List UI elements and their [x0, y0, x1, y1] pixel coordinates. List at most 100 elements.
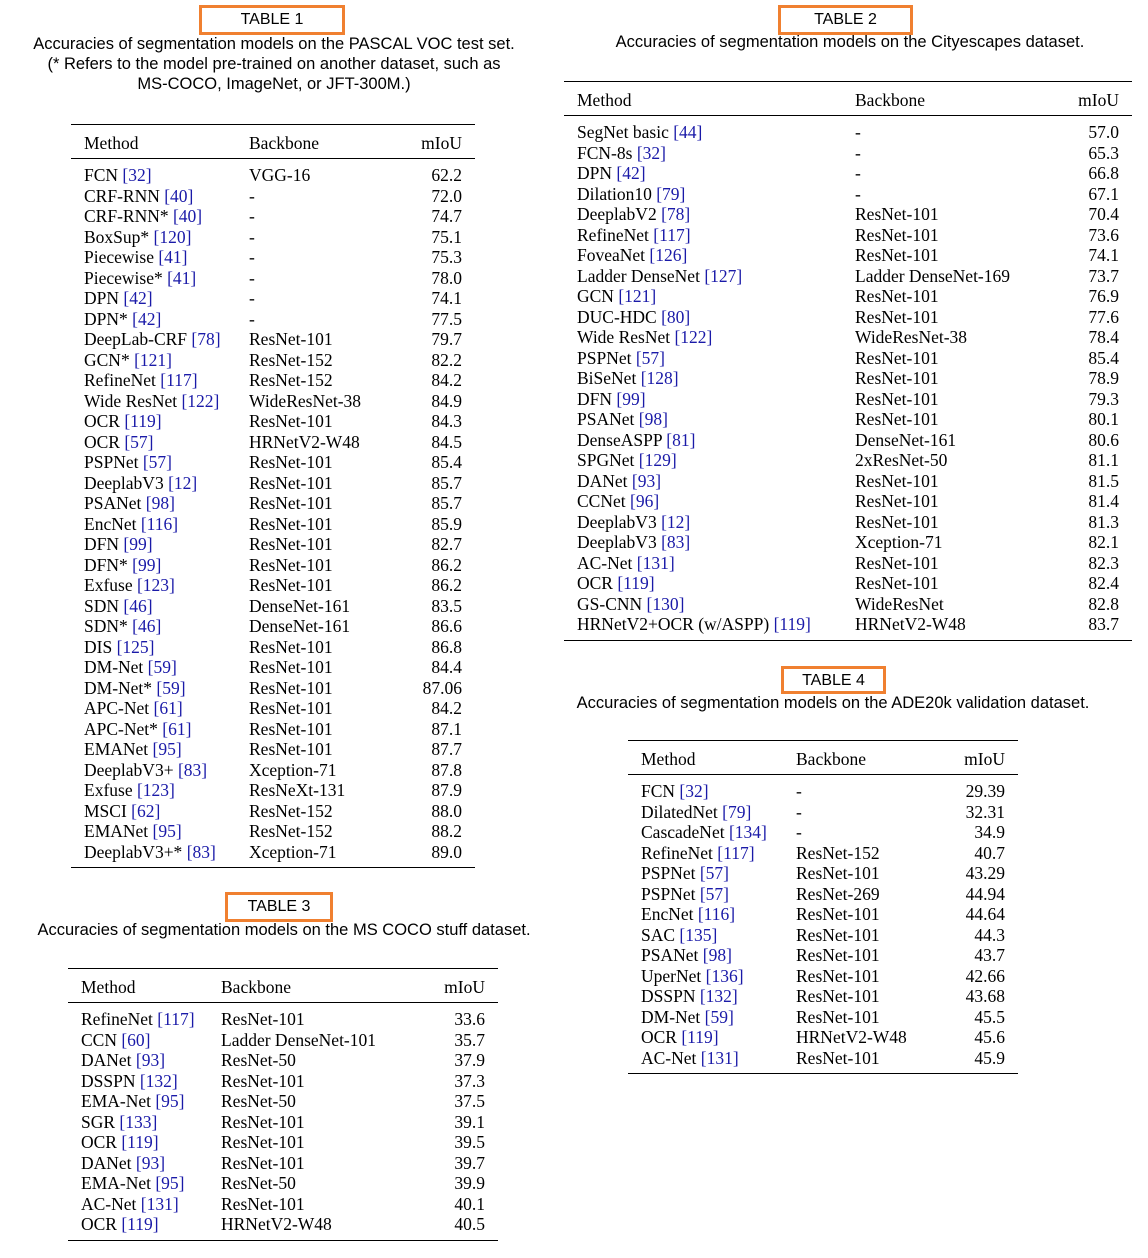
- citation-link[interactable]: [41]: [167, 267, 197, 288]
- citation-link[interactable]: [123]: [136, 575, 175, 595]
- citation-link[interactable]: [59]: [704, 1006, 734, 1027]
- miou-cell: 87.9: [431, 780, 462, 800]
- citation-link[interactable]: [93]: [135, 1152, 166, 1173]
- citation-link[interactable]: [57]: [124, 431, 154, 452]
- citation-link[interactable]: [119]: [617, 573, 655, 593]
- method-name: CascadeNet: [641, 822, 729, 842]
- citation-link[interactable]: [61]: [153, 698, 183, 718]
- citation-link[interactable]: [127]: [704, 265, 743, 286]
- table-row: Piecewise [41] -75.3: [71, 247, 475, 268]
- citation-link[interactable]: [98]: [145, 493, 175, 513]
- citation-link[interactable]: [32]: [122, 165, 152, 185]
- citation-link[interactable]: [95]: [152, 739, 182, 759]
- citation-link[interactable]: [46]: [123, 595, 153, 616]
- citation-link[interactable]: [135]: [679, 924, 718, 945]
- citation-link[interactable]: [121]: [134, 349, 172, 370]
- citation-link[interactable]: [40]: [172, 206, 203, 226]
- citation-link[interactable]: [134]: [728, 822, 767, 842]
- citation-link[interactable]: [119]: [121, 1214, 159, 1234]
- citation-link[interactable]: [44]: [673, 122, 703, 142]
- citation-link[interactable]: [46]: [132, 616, 162, 636]
- citation-link[interactable]: [125]: [116, 636, 155, 657]
- backbone-cell: ResNet-101: [855, 511, 939, 532]
- citation-link[interactable]: [60]: [121, 1029, 151, 1050]
- citation-link[interactable]: [98]: [638, 409, 668, 429]
- citation-link[interactable]: [130]: [646, 593, 685, 614]
- citation-link[interactable]: [117]: [157, 1009, 195, 1029]
- citation-link[interactable]: [117]: [653, 224, 691, 245]
- citation-link[interactable]: [129]: [638, 450, 677, 470]
- citation-link[interactable]: [57]: [142, 452, 172, 472]
- citation-link[interactable]: [128]: [640, 368, 679, 388]
- citation-link[interactable]: [93]: [135, 1050, 166, 1070]
- citation-link[interactable]: [126]: [649, 245, 688, 265]
- miou-cell: 40.1: [454, 1193, 485, 1214]
- citation-link[interactable]: [81]: [666, 429, 696, 450]
- citation-link[interactable]: [116]: [697, 904, 736, 924]
- citation-link[interactable]: [132]: [699, 986, 738, 1006]
- citation-link[interactable]: [59]: [156, 677, 186, 698]
- citation-link[interactable]: [32]: [636, 142, 666, 163]
- citation-link[interactable]: [79]: [722, 801, 752, 822]
- citation-link[interactable]: [131]: [700, 1047, 739, 1068]
- citation-link[interactable]: [57]: [699, 863, 729, 883]
- citation-link[interactable]: [131]: [636, 552, 675, 573]
- citation-link[interactable]: [57]: [699, 883, 729, 904]
- citation-link[interactable]: [40]: [164, 185, 194, 206]
- citation-link[interactable]: [42]: [123, 288, 153, 308]
- citation-link[interactable]: [122]: [181, 390, 220, 411]
- citation-link[interactable]: [93]: [631, 470, 662, 491]
- citation-link[interactable]: [122]: [674, 327, 713, 347]
- citation-link[interactable]: [119]: [124, 411, 162, 431]
- citation-link[interactable]: [59]: [147, 657, 177, 677]
- citation-link[interactable]: [41]: [158, 247, 188, 267]
- citation-link[interactable]: [83]: [661, 532, 691, 552]
- citation-link[interactable]: [83]: [186, 841, 216, 862]
- backbone-cell: VGG-16: [249, 165, 311, 185]
- citation-link[interactable]: [117]: [160, 370, 198, 390]
- citation-link[interactable]: [121]: [618, 286, 657, 306]
- citation-link[interactable]: [120]: [153, 226, 192, 247]
- citation-link[interactable]: [117]: [717, 842, 755, 863]
- citation-link[interactable]: [99]: [123, 534, 153, 554]
- method-name: AC-Net: [577, 552, 637, 573]
- citation-link[interactable]: [119]: [773, 614, 811, 634]
- miou-cell: 62.2: [431, 165, 462, 185]
- citation-link[interactable]: [42]: [132, 308, 162, 329]
- citation-link[interactable]: [99]: [616, 388, 646, 409]
- citation-link[interactable]: [95]: [152, 821, 182, 841]
- citation-link[interactable]: [123]: [136, 780, 175, 800]
- citation-link[interactable]: [116]: [140, 513, 179, 534]
- citation-link[interactable]: [42]: [616, 163, 646, 183]
- citation-link[interactable]: [133]: [119, 1111, 158, 1132]
- method-cell: DeeplabV3 [12]: [71, 473, 249, 494]
- citation-link[interactable]: [119]: [121, 1132, 159, 1152]
- citation-link[interactable]: [95]: [155, 1091, 185, 1111]
- citation-link[interactable]: [136]: [705, 965, 744, 986]
- miou-cell: 86.8: [431, 636, 462, 657]
- citation-link[interactable]: [131]: [140, 1193, 179, 1214]
- method-cell: DilatedNet [79]: [628, 802, 796, 823]
- citation-link[interactable]: [79]: [656, 183, 686, 204]
- citation-link[interactable]: [32]: [679, 781, 709, 801]
- backbone-cell: ResNet-101: [249, 534, 333, 554]
- citation-link[interactable]: [95]: [155, 1173, 185, 1193]
- citation-link[interactable]: [80]: [661, 306, 691, 327]
- citation-link[interactable]: [12]: [168, 472, 198, 493]
- citation-link[interactable]: [119]: [681, 1027, 719, 1047]
- citation-link[interactable]: [62]: [131, 800, 161, 821]
- backbone-cell: ResNet-101: [855, 306, 939, 327]
- backbone-cell: ResNet-101: [855, 491, 939, 511]
- citation-link[interactable]: [83]: [177, 759, 208, 780]
- citation-link[interactable]: [61]: [162, 718, 192, 739]
- citation-link[interactable]: [132]: [139, 1070, 178, 1091]
- citation-link[interactable]: [98]: [702, 945, 732, 965]
- citation-link[interactable]: [78]: [191, 329, 221, 349]
- citation-link[interactable]: [78]: [661, 204, 691, 224]
- citation-link[interactable]: [12]: [661, 511, 691, 532]
- citation-link[interactable]: [96]: [630, 491, 660, 511]
- citation-link[interactable]: [57]: [635, 347, 665, 368]
- miou-cell: 87.7: [431, 739, 462, 759]
- method-name: FoveaNet: [577, 245, 650, 265]
- citation-link[interactable]: [99]: [132, 554, 162, 575]
